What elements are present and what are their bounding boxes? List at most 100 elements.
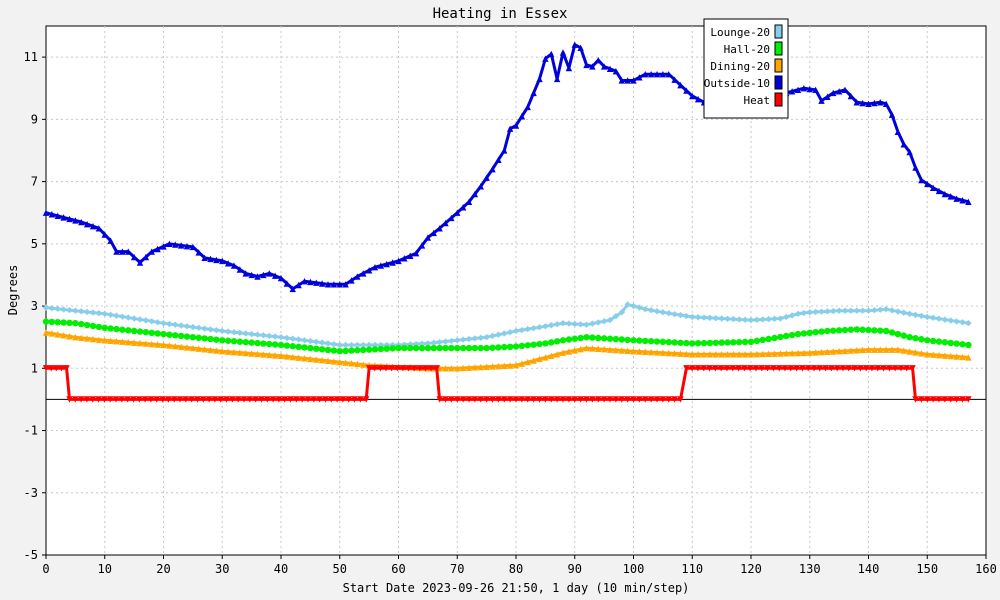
data-point-dining-20 — [66, 333, 73, 340]
data-point-dining-20 — [119, 338, 126, 345]
data-point-heat — [211, 396, 219, 403]
data-point-outside-10 — [524, 103, 531, 111]
data-point-hall-20 — [113, 325, 120, 333]
data-point-hall-20 — [700, 339, 708, 347]
data-point-outside-10 — [471, 190, 479, 198]
data-point-lounge-20 — [119, 313, 126, 320]
data-point-hall-20 — [459, 344, 467, 352]
data-point-lounge-20 — [741, 316, 749, 323]
data-point-dining-20 — [577, 346, 584, 353]
data-point-dining-20 — [95, 336, 103, 343]
data-point-dining-20 — [624, 347, 631, 354]
data-point-heat — [677, 396, 684, 403]
data-point-hall-20 — [559, 337, 567, 344]
data-point-hall-20 — [941, 339, 949, 346]
data-point-heat — [816, 365, 823, 372]
data-point-lounge-20 — [947, 317, 954, 324]
data-point-dining-20 — [536, 355, 543, 363]
data-point-lounge-20 — [136, 316, 144, 323]
data-point-lounge-20 — [213, 326, 220, 334]
data-point-hall-20 — [495, 344, 502, 351]
data-point-lounge-20 — [894, 308, 902, 315]
data-point-lounge-20 — [277, 333, 285, 341]
data-point-outside-10 — [806, 85, 813, 93]
data-point-outside-10 — [659, 71, 667, 78]
data-point-lounge-20 — [506, 328, 514, 336]
data-point-dining-20 — [929, 351, 937, 358]
data-point-heat — [112, 396, 120, 403]
data-point-outside-10 — [60, 214, 67, 221]
data-point-hall-20 — [101, 324, 108, 332]
data-point-hall-20 — [783, 332, 790, 340]
data-point-heat — [89, 396, 96, 403]
data-point-lounge-20 — [800, 309, 808, 317]
data-point-heat — [182, 396, 190, 403]
data-point-heat — [595, 396, 602, 403]
data-point-outside-10 — [289, 285, 296, 293]
data-point-dining-20 — [142, 340, 150, 347]
data-point-heat — [642, 396, 649, 403]
data-point-hall-20 — [230, 338, 238, 345]
data-point-heat — [394, 365, 401, 372]
data-point-dining-20 — [565, 348, 573, 355]
data-point-lounge-20 — [295, 336, 302, 343]
x-tick-label: 120 — [740, 562, 762, 576]
data-point-dining-20 — [553, 351, 561, 358]
data-point-heat — [799, 365, 806, 372]
data-point-dining-20 — [154, 341, 161, 348]
data-point-heat — [495, 396, 502, 403]
data-point-hall-20 — [900, 332, 907, 339]
data-point-outside-10 — [54, 212, 61, 220]
data-point-heat — [77, 396, 85, 403]
data-point-heat — [371, 365, 378, 372]
data-point-lounge-20 — [260, 332, 267, 339]
data-point-dining-20 — [824, 348, 831, 356]
data-point-heat — [717, 365, 725, 372]
data-point-hall-20 — [436, 344, 443, 352]
data-point-lounge-20 — [448, 337, 455, 345]
data-point-heat — [770, 365, 777, 372]
data-point-hall-20 — [653, 338, 661, 345]
data-point-outside-10 — [266, 270, 273, 277]
data-point-lounge-20 — [477, 334, 484, 341]
data-point-heat — [683, 365, 690, 372]
data-point-lounge-20 — [542, 323, 549, 330]
data-point-outside-10 — [894, 128, 902, 135]
data-point-outside-10 — [571, 41, 578, 48]
data-point-lounge-20 — [48, 305, 56, 312]
data-point-dining-20 — [83, 335, 91, 342]
data-point-lounge-20 — [924, 313, 931, 321]
data-point-heat — [141, 396, 149, 403]
data-point-outside-10 — [166, 240, 173, 248]
data-point-lounge-20 — [166, 320, 173, 328]
data-point-heat — [293, 396, 300, 403]
data-point-heat — [618, 396, 625, 403]
data-point-lounge-20 — [230, 328, 238, 336]
data-point-lounge-20 — [236, 329, 244, 337]
data-point-dining-20 — [136, 339, 144, 347]
data-point-dining-20 — [647, 348, 655, 356]
data-point-dining-20 — [706, 351, 714, 358]
data-point-hall-20 — [959, 341, 966, 348]
data-point-outside-10 — [941, 190, 949, 198]
data-point-outside-10 — [624, 77, 631, 84]
data-point-outside-10 — [959, 197, 966, 204]
data-point-lounge-20 — [459, 336, 467, 343]
data-point-dining-20 — [947, 352, 954, 360]
series-line-heat — [46, 366, 969, 401]
data-point-lounge-20 — [313, 338, 320, 346]
data-point-hall-20 — [877, 327, 884, 334]
data-point-dining-20 — [830, 348, 837, 355]
data-point-dining-20 — [865, 346, 872, 353]
data-point-lounge-20 — [671, 310, 678, 318]
y-tick-label: 3 — [31, 299, 38, 313]
data-point-hall-20 — [753, 337, 761, 345]
data-point-heat — [553, 396, 561, 403]
data-point-heat — [388, 365, 395, 372]
data-point-dining-20 — [72, 333, 79, 341]
data-point-hall-20 — [595, 334, 602, 342]
data-point-dining-20 — [477, 363, 484, 371]
data-point-hall-20 — [912, 335, 919, 342]
data-point-lounge-20 — [183, 323, 191, 330]
